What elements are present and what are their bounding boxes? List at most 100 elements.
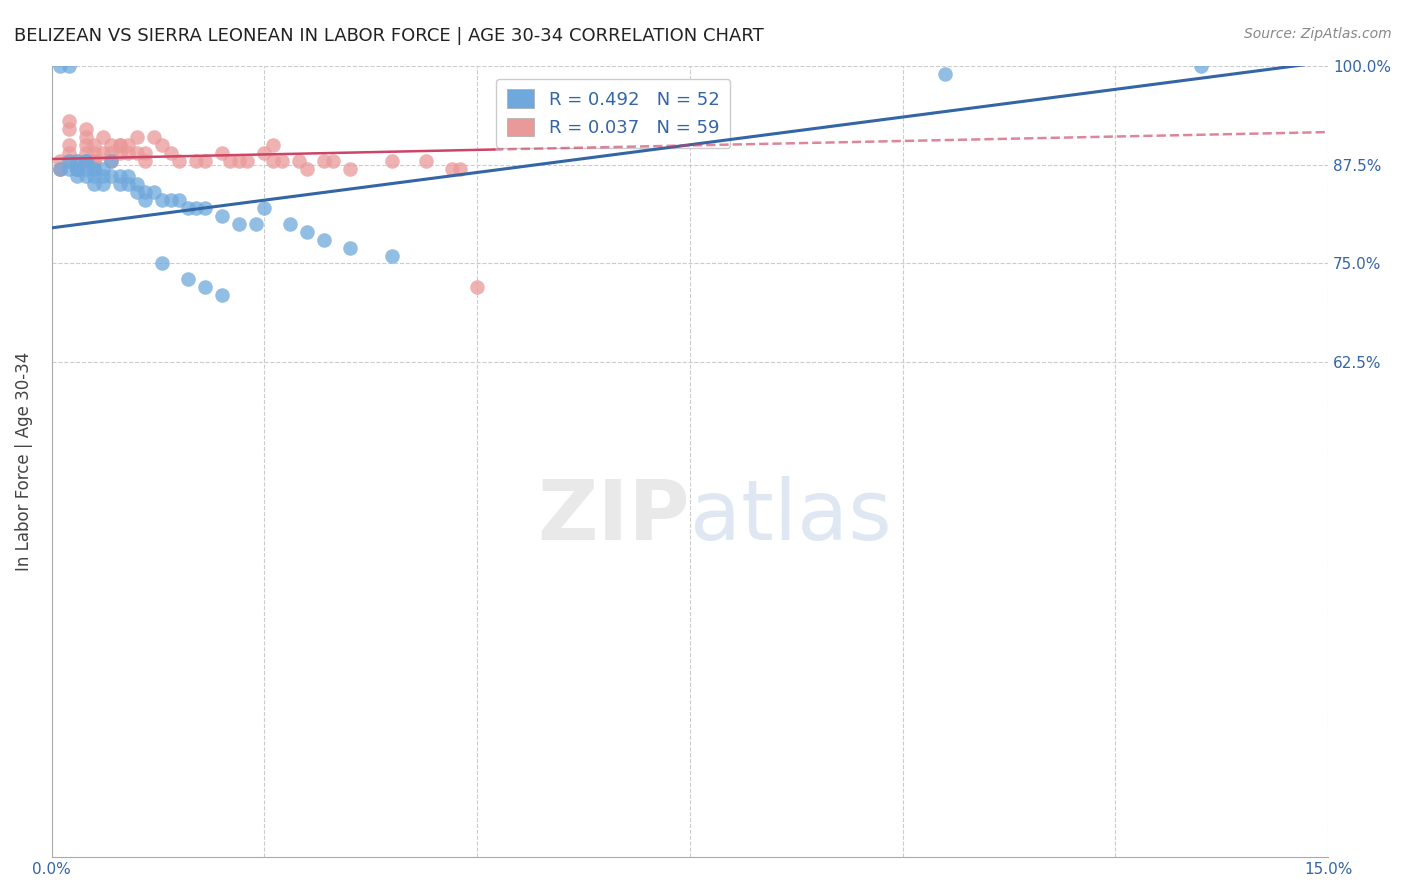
Point: [449, 161, 471, 176]
Text: Source: ZipAtlas.com: Source: ZipAtlas.com: [1244, 27, 1392, 41]
Point: [75, 153, 97, 168]
Point: [142, 186, 165, 200]
Point: [66, 161, 89, 176]
Point: [66, 161, 89, 176]
Point: [83, 178, 105, 192]
Point: [219, 153, 242, 168]
Point: [934, 66, 956, 80]
Point: [312, 233, 335, 247]
Point: [75, 137, 97, 152]
Point: [66, 169, 89, 184]
Point: [295, 161, 318, 176]
Point: [58, 59, 80, 73]
Point: [83, 153, 105, 168]
Point: [49, 161, 72, 176]
Point: [169, 193, 191, 207]
Point: [160, 193, 183, 207]
Point: [49, 153, 72, 168]
Point: [1189, 59, 1212, 73]
Point: [177, 272, 200, 286]
Point: [322, 153, 344, 168]
Point: [262, 137, 284, 152]
Point: [194, 280, 217, 294]
Point: [465, 280, 488, 294]
Point: [108, 178, 131, 192]
Point: [108, 145, 131, 160]
Point: [125, 145, 148, 160]
Point: [108, 137, 131, 152]
Point: [100, 145, 122, 160]
Point: [236, 153, 259, 168]
Point: [91, 161, 114, 176]
Point: [91, 178, 114, 192]
Point: [134, 193, 156, 207]
Point: [100, 169, 122, 184]
Point: [83, 161, 105, 176]
Point: [75, 122, 97, 136]
Point: [125, 178, 148, 192]
Point: [253, 201, 276, 215]
Text: atlas: atlas: [690, 476, 891, 558]
Point: [125, 129, 148, 144]
Point: [142, 129, 165, 144]
Point: [75, 169, 97, 184]
Point: [100, 153, 122, 168]
Point: [415, 153, 437, 168]
Point: [83, 145, 105, 160]
Point: [49, 161, 72, 176]
Point: [381, 249, 404, 263]
Point: [117, 169, 139, 184]
Point: [211, 145, 233, 160]
Point: [339, 161, 361, 176]
Point: [58, 137, 80, 152]
Point: [194, 201, 217, 215]
Point: [75, 153, 97, 168]
Y-axis label: In Labor Force | Age 30-34: In Labor Force | Age 30-34: [15, 351, 32, 571]
Point: [66, 153, 89, 168]
Point: [91, 145, 114, 160]
Point: [253, 145, 276, 160]
Text: ZIP: ZIP: [537, 476, 690, 558]
Point: [134, 153, 156, 168]
Point: [83, 137, 105, 152]
Point: [134, 186, 156, 200]
Point: [150, 193, 173, 207]
Point: [186, 153, 208, 168]
Point: [177, 201, 200, 215]
Point: [83, 153, 105, 168]
Point: [91, 169, 114, 184]
Point: [66, 161, 89, 176]
Point: [125, 186, 148, 200]
Point: [211, 209, 233, 223]
Point: [117, 137, 139, 152]
Point: [150, 137, 173, 152]
Text: BELIZEAN VS SIERRA LEONEAN IN LABOR FORCE | AGE 30-34 CORRELATION CHART: BELIZEAN VS SIERRA LEONEAN IN LABOR FORC…: [14, 27, 763, 45]
Point: [58, 153, 80, 168]
Point: [108, 169, 131, 184]
Point: [270, 153, 292, 168]
Point: [117, 178, 139, 192]
Point: [100, 153, 122, 168]
Point: [58, 161, 80, 176]
Point: [381, 153, 404, 168]
Point: [287, 153, 309, 168]
Point: [186, 201, 208, 215]
Point: [66, 161, 89, 176]
Point: [295, 225, 318, 239]
Point: [262, 153, 284, 168]
Point: [91, 129, 114, 144]
Point: [58, 145, 80, 160]
Point: [75, 153, 97, 168]
Point: [66, 153, 89, 168]
Point: [108, 137, 131, 152]
Point: [160, 145, 183, 160]
Point: [312, 153, 335, 168]
Point: [339, 241, 361, 255]
Point: [83, 161, 105, 176]
Legend: R = 0.492   N = 52, R = 0.037   N = 59: R = 0.492 N = 52, R = 0.037 N = 59: [496, 78, 730, 148]
Point: [75, 145, 97, 160]
Point: [83, 169, 105, 184]
Point: [440, 161, 463, 176]
Point: [66, 161, 89, 176]
Point: [75, 161, 97, 176]
